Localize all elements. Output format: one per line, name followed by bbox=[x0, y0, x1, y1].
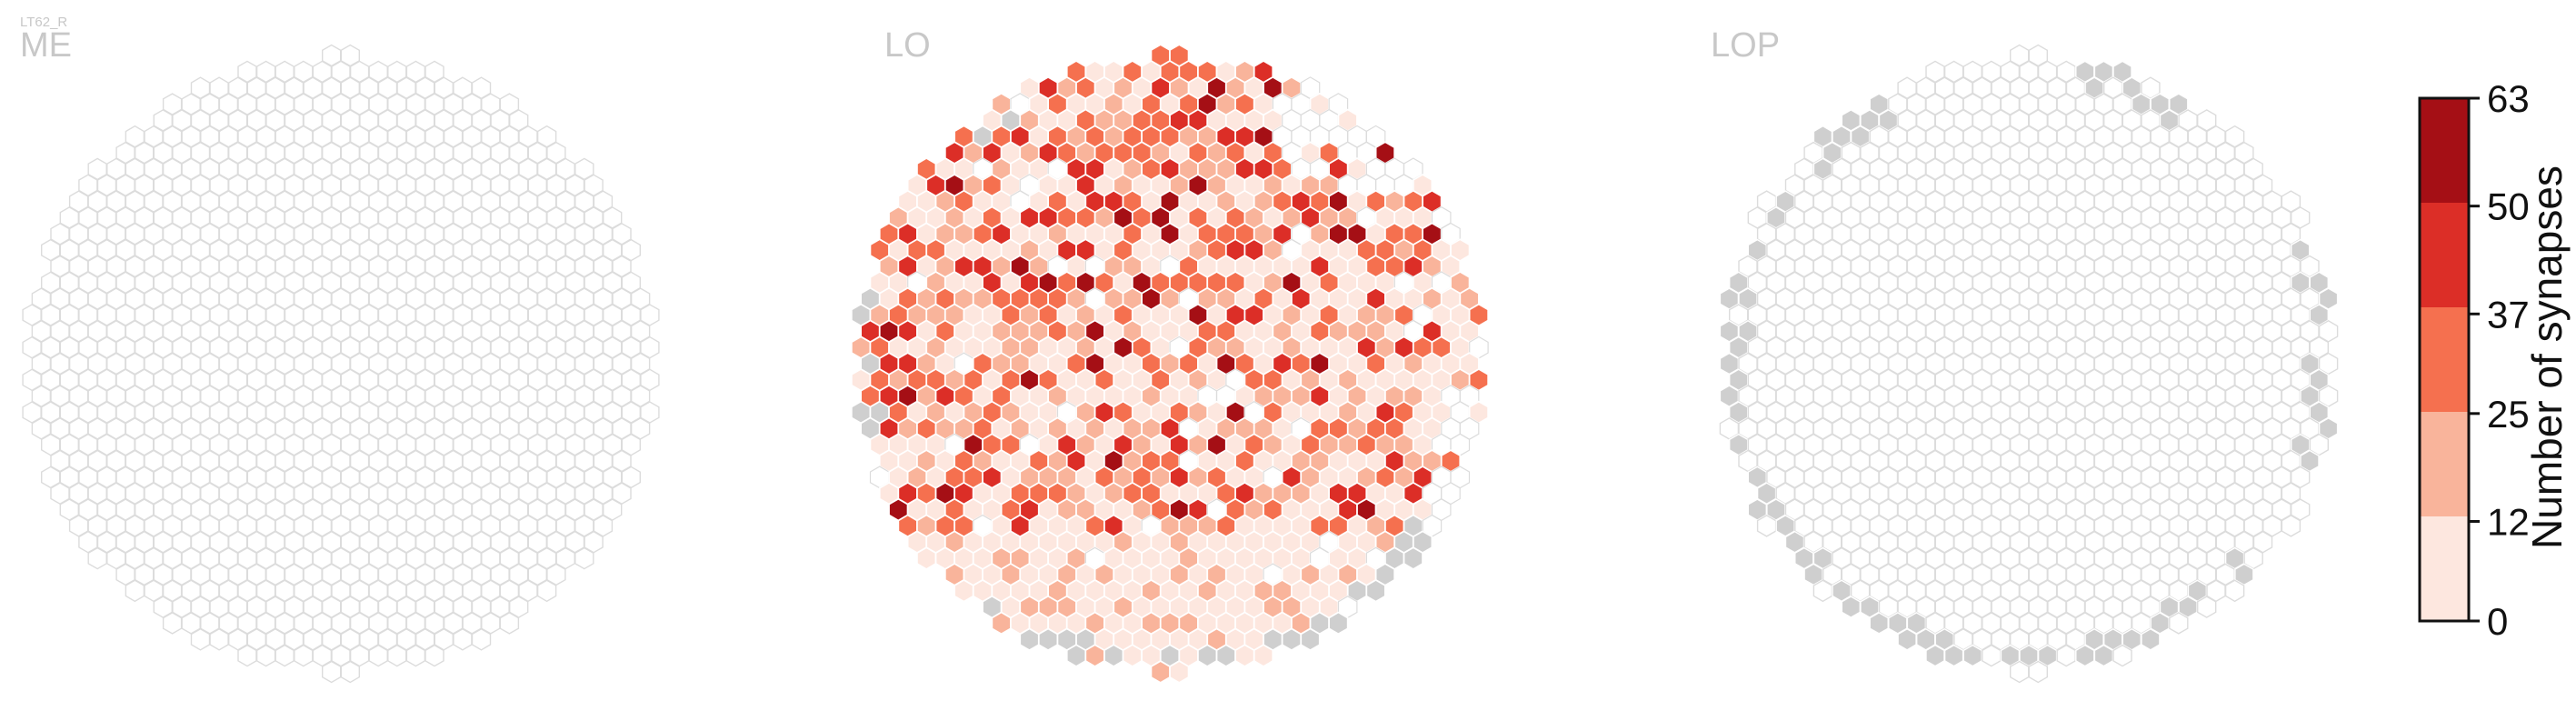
hex-cell bbox=[125, 579, 145, 603]
colorbar-label: Number of synapses bbox=[2523, 165, 2571, 549]
hex-cell bbox=[2169, 612, 2189, 635]
panel-lop bbox=[1719, 44, 2339, 684]
panel-title-lop: LOP bbox=[1711, 26, 1780, 65]
hex-cell bbox=[2141, 627, 2161, 651]
hex-cell bbox=[471, 627, 492, 651]
hex-cell bbox=[340, 660, 360, 684]
hex-cell bbox=[237, 644, 257, 667]
panel-me bbox=[22, 44, 660, 684]
hex-cell bbox=[1169, 660, 1190, 684]
hex-cell bbox=[1122, 644, 1143, 667]
colorbar-tick-label: 37 bbox=[2487, 293, 2530, 335]
hex-cell bbox=[574, 546, 594, 570]
hex-cell bbox=[424, 644, 444, 667]
hex-cell bbox=[190, 627, 211, 651]
hex-cell bbox=[499, 612, 520, 635]
hex-cell bbox=[1215, 644, 1236, 667]
hex-cell bbox=[294, 644, 314, 667]
colorbar-frame bbox=[2418, 96, 2471, 623]
hex-cell bbox=[1897, 627, 1917, 651]
hex-cell bbox=[405, 644, 426, 667]
hex-cell bbox=[1943, 644, 1964, 667]
panel-lo bbox=[851, 44, 1489, 684]
colorbar-tick-label: 0 bbox=[2487, 600, 2508, 643]
hex-cell bbox=[2056, 644, 2076, 667]
hex-cell bbox=[275, 644, 295, 667]
hex-cell bbox=[2224, 579, 2245, 603]
hex-cell bbox=[1150, 660, 1171, 684]
colorbar-band bbox=[2420, 203, 2469, 307]
hex-cell bbox=[87, 546, 107, 570]
hex-cell bbox=[1019, 627, 1040, 652]
colorbar-tick-label: 50 bbox=[2487, 185, 2530, 228]
hex-cell bbox=[991, 611, 1012, 636]
hex-cell bbox=[1982, 644, 2002, 667]
hex-cell bbox=[1756, 515, 1777, 537]
hex-cell bbox=[2196, 596, 2217, 618]
hex-cell bbox=[1038, 627, 1059, 652]
hex-cell bbox=[1925, 644, 1945, 667]
hex-cell bbox=[1812, 579, 1833, 603]
hex-cell bbox=[1300, 627, 1321, 652]
hex-cell bbox=[255, 644, 276, 667]
hex-cell bbox=[1962, 644, 1982, 667]
hex-cell bbox=[2093, 644, 2114, 667]
colorbar-band bbox=[2420, 412, 2469, 516]
hex-cell bbox=[453, 627, 473, 651]
hex-cell bbox=[1103, 644, 1124, 667]
colorbar-band bbox=[2420, 516, 2469, 621]
hex-cell bbox=[1841, 596, 1862, 618]
hex-cell bbox=[1281, 627, 1302, 652]
colorbar-tick-label: 63 bbox=[2487, 77, 2530, 120]
colorbar: 0 12 25 37 50 63 bbox=[2418, 77, 2530, 643]
hex-cell bbox=[2028, 660, 2049, 684]
hex-cell bbox=[2075, 644, 2095, 667]
hex-cell bbox=[322, 660, 342, 684]
hex-cell bbox=[1403, 546, 1423, 570]
hex-cell bbox=[1234, 644, 1255, 667]
hex-cell bbox=[368, 644, 388, 667]
hex-cell bbox=[1365, 579, 1386, 603]
hex-cell bbox=[1197, 644, 1218, 667]
hex-cell bbox=[2009, 660, 2030, 684]
panel-title-me: ME bbox=[20, 26, 72, 65]
cell-type-label: LT62_R bbox=[20, 15, 67, 30]
hex-cell bbox=[2112, 644, 2132, 667]
panel-title-lo: LO bbox=[884, 26, 931, 65]
hex-cell bbox=[1328, 611, 1349, 636]
hex-cell bbox=[1066, 644, 1086, 667]
hex-cell bbox=[954, 579, 974, 603]
hex-cell bbox=[1869, 612, 1889, 635]
colorbar-tick-label: 12 bbox=[2487, 500, 2530, 543]
hex-cell bbox=[916, 546, 937, 570]
colorbar-tick-label: 25 bbox=[2487, 393, 2530, 436]
hex-cell bbox=[2281, 515, 2301, 537]
hex-cell bbox=[1084, 644, 1105, 667]
hex-cell bbox=[1253, 644, 1273, 667]
colorbar-band bbox=[2420, 307, 2469, 412]
hex-cell bbox=[209, 627, 229, 651]
hex-cell bbox=[387, 644, 407, 667]
hex-cell bbox=[162, 612, 183, 635]
hex-cell bbox=[536, 579, 557, 603]
colorbar-band bbox=[2420, 98, 2469, 203]
